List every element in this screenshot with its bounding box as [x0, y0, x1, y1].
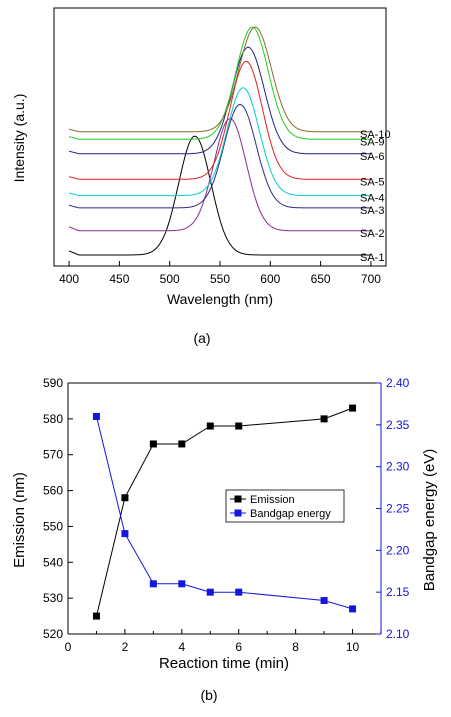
y-left-tick-label: 570: [43, 448, 63, 462]
series-label-sa-10: SA-10: [360, 129, 391, 141]
x-axis-label-b: Reaction time (min): [159, 655, 289, 672]
y-left-tick-label: 550: [43, 519, 63, 533]
legend-label: Emission: [250, 494, 295, 506]
spectrum-sa-2: [68, 118, 371, 232]
x-tick-label: 600: [260, 272, 280, 286]
series-label-sa-5: SA-5: [360, 176, 384, 188]
spectrum-sa-6: [69, 46, 371, 155]
data-point-bandgap-energy: [349, 605, 357, 613]
legend: Emission Bandgap energy: [225, 489, 345, 523]
spectrum-sa-5: [69, 60, 371, 180]
x-tick-label: 700: [361, 272, 381, 286]
caption-a: (a): [193, 330, 210, 346]
x-tick-label: 650: [311, 272, 331, 286]
series-label-sa-4: SA-4: [360, 193, 384, 205]
y-left-tick-label: 590: [43, 376, 63, 390]
data-point-emission: [178, 440, 186, 448]
legend-label: Bandgap energy: [250, 508, 331, 520]
data-point-bandgap-energy: [206, 588, 214, 596]
y-right-tick-label: 2.35: [386, 418, 410, 432]
emission-spectra-chart: SA-1 SA-2 SA-3SA-4 SA-5 SA-6 SA-9SA-10 400 450…: [11, 7, 391, 346]
data-point-emission: [149, 440, 157, 448]
y-right-tick-label: 2.15: [386, 585, 410, 599]
x-axis-ticks: 400 450 500 550 600 650 700: [59, 261, 381, 286]
x-tick-label: 0: [65, 640, 72, 654]
y-axis-label: Intensity (a.u.): [11, 94, 27, 183]
legend-marker: [234, 495, 242, 503]
x-tick-label: 6: [235, 640, 242, 654]
data-point-bandgap-energy: [121, 530, 129, 538]
y-axis-left-label: Emission (nm): [11, 472, 28, 568]
series-line-emission: [96, 407, 353, 617]
legend-marker: [234, 509, 242, 517]
spectrum-sa-4: [69, 87, 371, 197]
y-left-tick-label: 560: [43, 484, 63, 498]
data-point-bandgap-energy: [92, 412, 100, 420]
series-labels: SA-1 SA-2 SA-3SA-4 SA-5 SA-6 SA-9SA-10: [360, 129, 391, 264]
spectrum-sa-9: [68, 26, 371, 140]
series-label-sa-9: SA-9: [360, 136, 384, 148]
data-point-emission: [92, 612, 100, 620]
y-right-tick-label: 2.30: [386, 460, 410, 474]
data-point-emission: [320, 415, 328, 423]
spectrum-sa-3: [69, 103, 371, 209]
y-left-tick-label: 540: [43, 555, 63, 569]
spectra-curves: [68, 26, 371, 256]
x-tick-label: 400: [59, 272, 79, 286]
data-point-bandgap-energy: [178, 580, 186, 588]
x-tick-label: 550: [210, 272, 230, 286]
y-left-tick-label: 580: [43, 412, 63, 426]
caption-b: (b): [200, 687, 217, 703]
x-tick-label: 2: [122, 640, 129, 654]
x-tick-label: 8: [292, 640, 299, 654]
x-tick-label: 450: [109, 272, 129, 286]
legend-box: [225, 489, 345, 523]
y-left-tick-label: 520: [43, 627, 63, 641]
series-line-bandgap-energy: [96, 416, 353, 610]
x-tick-label: 4: [178, 640, 185, 654]
series-label-sa-2: SA-2: [360, 228, 384, 240]
x-tick-label: 500: [160, 272, 180, 286]
y-axis-right-label: Bandgap energy (eV): [421, 449, 438, 592]
series-label-sa-1: SA-1: [360, 252, 384, 264]
series-label-sa-6: SA-6: [360, 151, 384, 163]
data-point-bandgap-energy: [320, 597, 328, 605]
data-point-emission: [206, 422, 214, 430]
series-label-sa-3: SA-3: [360, 205, 384, 217]
data-point-emission: [349, 404, 357, 412]
y-right-tick-label: 2.20: [386, 543, 410, 557]
spectrum-sa-1: [68, 135, 371, 256]
x-tick-label: 10: [346, 640, 360, 654]
data-point-bandgap-energy: [235, 588, 243, 596]
y-left-tick-label: 530: [43, 591, 63, 605]
data-point-emission: [121, 494, 129, 502]
data-point-bandgap-energy: [149, 580, 157, 588]
spectrum-sa-10: [69, 26, 371, 133]
y-right-tick-label: 2.40: [386, 376, 410, 390]
y-right-tick-label: 2.10: [386, 627, 410, 641]
y-right-tick-label: 2.25: [386, 502, 410, 516]
data-point-emission: [235, 422, 243, 430]
x-axis-label: Wavelength (nm): [167, 291, 273, 307]
plot-area: 0 2 4 6 8 10 520 530 540 550 560 570 580 590 2.10 2.15 2…: [43, 376, 410, 654]
